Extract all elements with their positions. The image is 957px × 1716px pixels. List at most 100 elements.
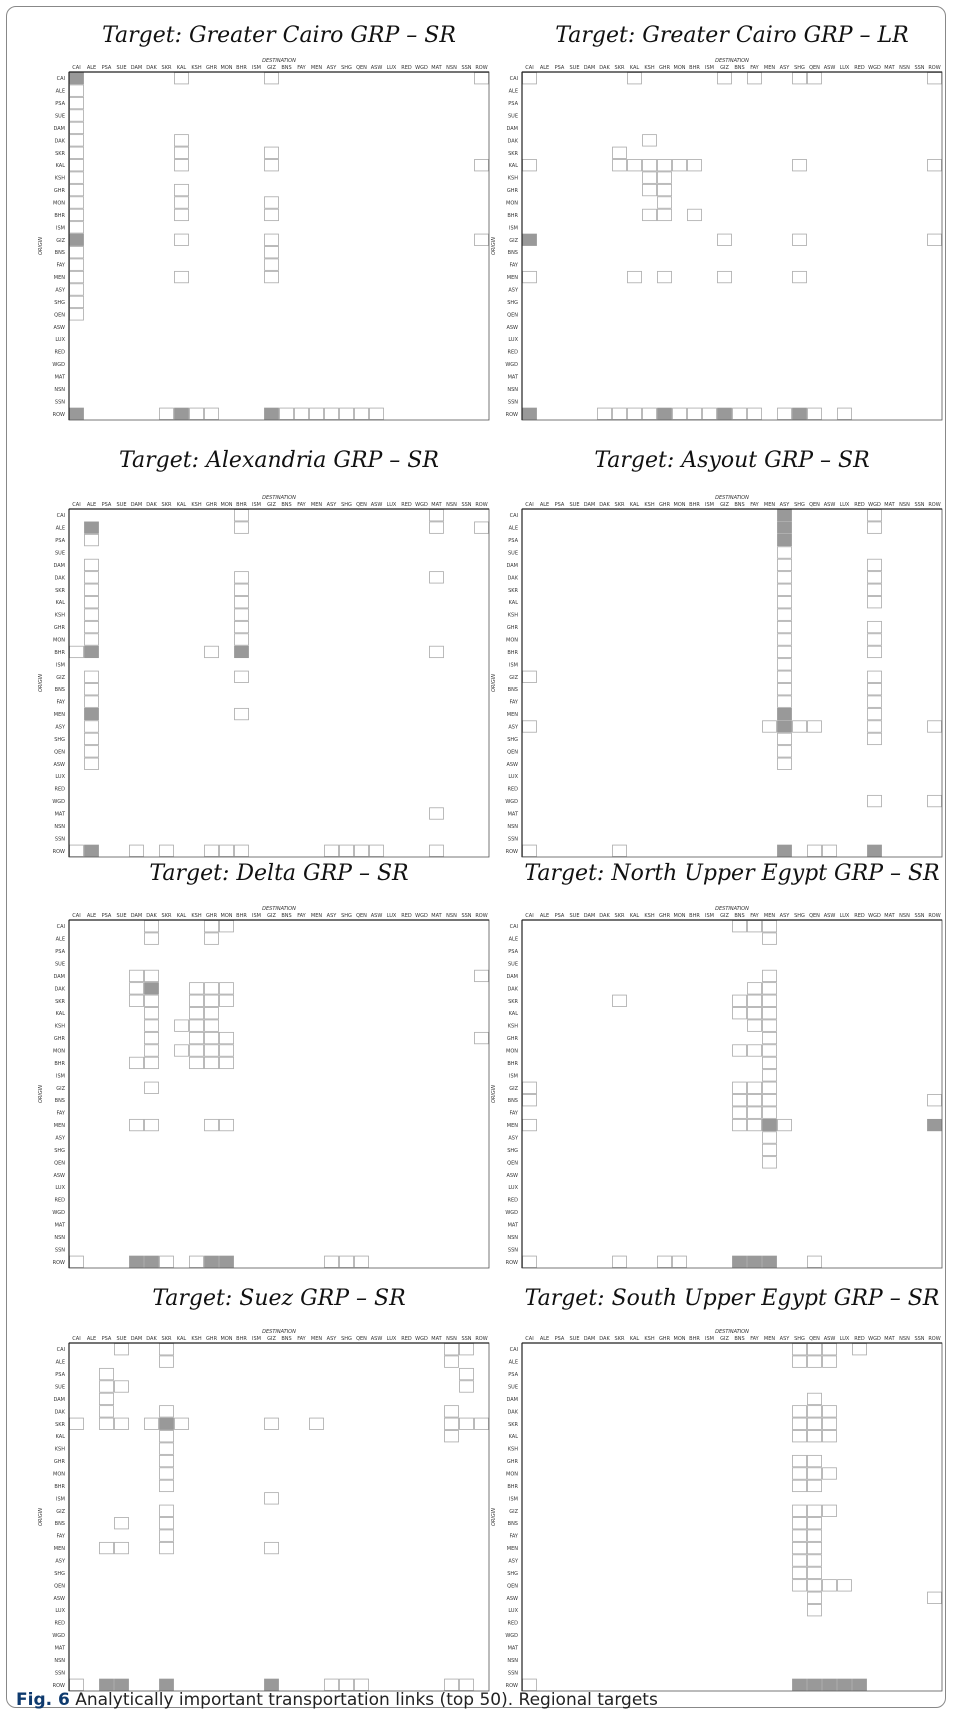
link-cell <box>84 732 99 746</box>
x-tick-label: BNS <box>734 502 744 508</box>
x-tick-label: ALE <box>87 1336 96 1342</box>
y-tick-label: SKR <box>508 999 518 1005</box>
link-cell <box>867 645 882 659</box>
y-tick-label: BNS <box>508 687 518 693</box>
y-tick-label: RED <box>508 787 519 793</box>
link-cell <box>807 1392 822 1406</box>
link-cell <box>174 159 189 172</box>
link-cell <box>204 982 219 995</box>
link-cell <box>474 969 489 983</box>
y-tick-label: DAK <box>508 575 519 581</box>
y-tick-label: RED <box>508 1621 519 1627</box>
x-tick-label: ASY <box>780 913 791 919</box>
x-tick-label: ISM <box>705 65 714 71</box>
plot-border <box>521 919 943 1269</box>
link-cell <box>354 1678 369 1691</box>
plot-border <box>68 508 490 858</box>
link-cell <box>807 1604 822 1617</box>
x-tick-label: MEN <box>311 913 322 919</box>
link-cell <box>807 407 822 420</box>
x-tick-label: DAM <box>584 65 596 71</box>
x-tick-label: CAI <box>525 65 533 71</box>
x-tick-label: WGD <box>868 65 881 71</box>
x-tick-label: MEN <box>311 1336 322 1342</box>
x-tick-label: BHR <box>689 913 700 919</box>
x-tick-label: DAM <box>584 1336 596 1342</box>
x-tick-label: FAY <box>750 913 759 919</box>
x-tick-label: BNS <box>734 1336 744 1342</box>
x-tick-label: BNS <box>281 502 291 508</box>
link-cell <box>84 633 99 646</box>
link-cell <box>792 233 807 246</box>
link-cell <box>807 1405 822 1418</box>
y-tick-label: DAK <box>55 575 66 581</box>
link-cell <box>762 932 777 945</box>
y-tick-label: KAL <box>509 1011 519 1017</box>
x-tick-label: SHG <box>341 913 352 919</box>
x-tick-label: SHG <box>794 65 805 71</box>
link-cell <box>84 596 99 609</box>
link-cell <box>792 1417 807 1430</box>
y-tick-label: ROW <box>53 849 65 855</box>
x-tick-label: SUE <box>117 1336 127 1342</box>
y-tick-label: GIZ <box>56 675 65 681</box>
x-tick-label: WGD <box>415 913 428 919</box>
link-cell <box>219 920 234 933</box>
link-cell <box>444 1355 459 1368</box>
link-cell <box>867 707 882 721</box>
link-cell <box>792 1343 807 1356</box>
y-tick-label: WGD <box>52 1210 65 1216</box>
link-cell <box>189 1019 204 1032</box>
y-tick-label: LUX <box>508 337 518 343</box>
y-tick-label: LUX <box>508 774 518 780</box>
y-tick-label: CAI <box>57 76 65 82</box>
y-tick-label: PSA <box>55 1372 65 1378</box>
x-tick-label: MON <box>221 502 233 508</box>
x-tick-label: RED <box>401 1336 412 1342</box>
link-cell <box>324 407 339 420</box>
link-cell <box>657 1255 672 1268</box>
x-tick-label: BHR <box>236 65 247 71</box>
y-tick-label: RED <box>508 1198 519 1204</box>
link-cell-major <box>792 407 807 420</box>
y-tick-label: MAT <box>508 1223 519 1229</box>
link-cell <box>474 159 489 172</box>
x-tick-label: BNS <box>281 1336 291 1342</box>
x-tick-label: BNS <box>734 913 744 919</box>
figure-frame <box>6 6 946 1708</box>
link-cell <box>189 982 204 995</box>
y-tick-label: ALE <box>56 526 65 532</box>
x-tick-label: ROW <box>928 65 940 71</box>
link-cell-major <box>264 1678 279 1691</box>
y-tick-label: CAI <box>510 924 518 930</box>
x-tick-label: SUE <box>570 502 580 508</box>
y-tick-label: MEN <box>507 275 518 281</box>
x-tick-label: LUX <box>840 65 850 71</box>
x-tick-label: NSN <box>899 502 910 508</box>
link-cell <box>234 608 249 621</box>
link-cell <box>129 969 144 983</box>
link-cell <box>867 620 882 634</box>
link-cell <box>84 571 99 584</box>
heatmap-panel: Target: Alexandria GRP – SR DESTINATION OR… <box>38 448 490 858</box>
y-tick-label: GHR <box>54 625 66 631</box>
link-cell <box>642 183 657 197</box>
link-cell <box>672 407 687 420</box>
y-tick-label: FAY <box>56 1111 65 1117</box>
y-tick-label: PSA <box>55 101 65 107</box>
x-tick-label: RED <box>401 913 412 919</box>
link-cell-major <box>99 1678 114 1691</box>
link-cell <box>777 620 792 634</box>
link-cell <box>657 159 672 172</box>
link-cell <box>234 509 249 522</box>
y-tick-label: WGD <box>52 362 65 368</box>
x-tick-label: WGD <box>868 1336 881 1342</box>
link-cell <box>174 233 189 246</box>
link-cell <box>369 844 384 857</box>
panel-title: Target: Suez GRP – SR <box>152 1286 405 1311</box>
y-tick-label: GHR <box>54 1036 66 1042</box>
link-cell <box>732 407 747 420</box>
link-cell <box>732 1044 747 1057</box>
x-tick-label: NSN <box>446 65 457 71</box>
link-cell <box>264 258 279 271</box>
